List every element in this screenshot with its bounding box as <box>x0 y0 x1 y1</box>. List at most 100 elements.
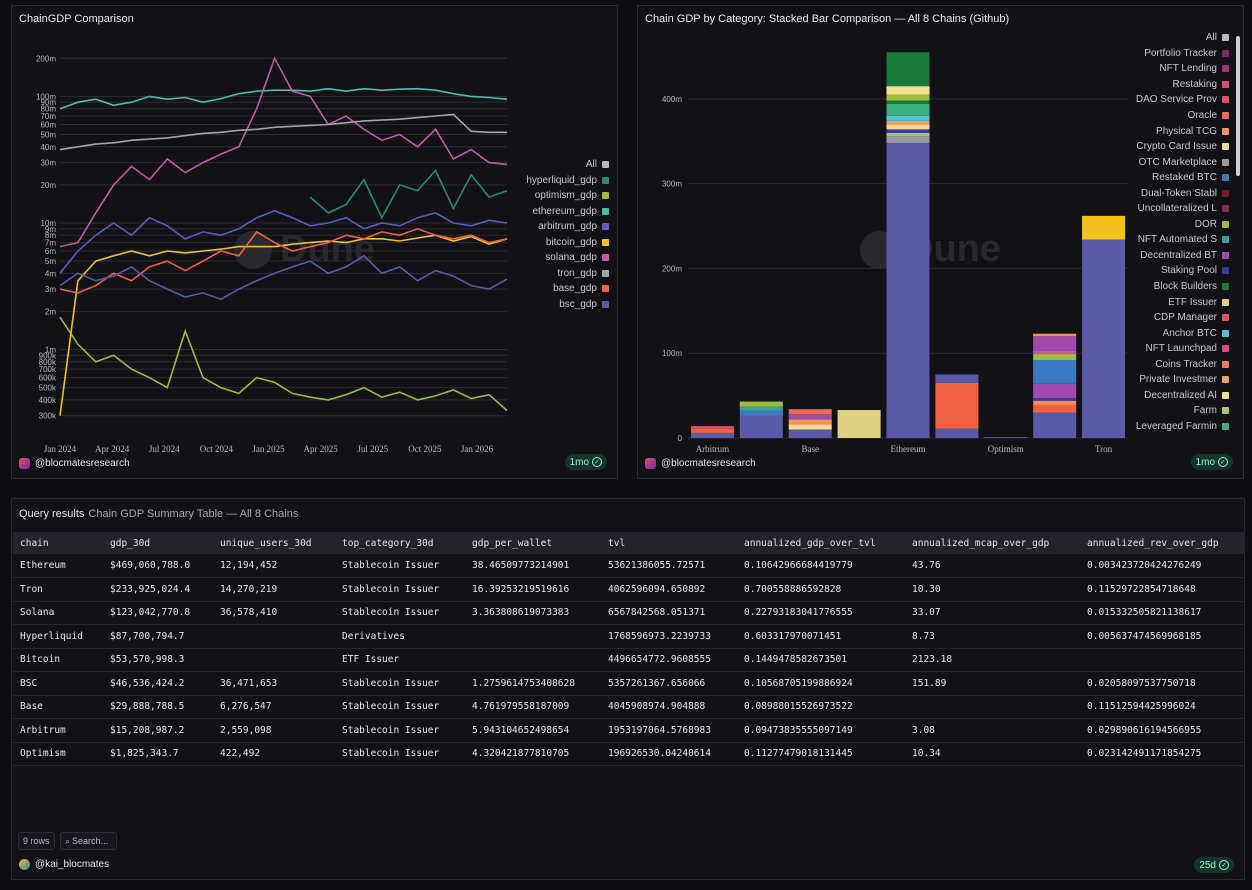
column-header[interactable]: chain <box>13 532 103 554</box>
legend-item[interactable]: Restaked BTC <box>1136 170 1229 186</box>
legend-item[interactable]: Staking Pool <box>1136 263 1229 279</box>
legend-item[interactable]: CDP Manager <box>1136 310 1229 326</box>
freshness-badge[interactable]: 1mo ✓ <box>564 454 607 470</box>
table-cell <box>465 648 601 672</box>
legend-item[interactable]: All <box>1136 30 1229 46</box>
legend-item[interactable]: NFT Lending <box>1136 61 1229 77</box>
legend-item[interactable]: NFT Automated S <box>1136 232 1229 248</box>
legend-item[interactable]: base_gdp <box>526 281 609 297</box>
table-cell: 5357261367.656066 <box>601 671 737 696</box>
table-cell: Stablecoin Issuer <box>335 718 465 743</box>
search-box[interactable]: ⌕ Search... <box>60 832 117 850</box>
legend-item[interactable]: All <box>526 157 609 173</box>
legend-swatch <box>602 254 609 262</box>
legend-item[interactable]: Restaking <box>1136 77 1229 93</box>
legend-swatch <box>1222 360 1229 368</box>
panel-title: ChainGDP Comparison <box>19 13 134 25</box>
freshness-badge[interactable]: 25d ✓ <box>1194 857 1234 873</box>
legend-item[interactable]: OTC Marketplace <box>1136 154 1229 170</box>
legend-item[interactable]: Physical TCG <box>1136 123 1229 139</box>
column-header[interactable]: annualized_mcap_over_gdp <box>905 532 1080 554</box>
author-credit[interactable]: @blocmatesresearch <box>645 458 756 469</box>
legend-swatch <box>1222 329 1229 337</box>
legend-label: CDP Manager <box>1153 312 1217 324</box>
y-tick-label: 300k <box>39 412 57 421</box>
legend-item[interactable]: ethereum_gdp <box>526 204 609 220</box>
table-cell: $15,208,987.2 <box>103 718 213 743</box>
legend-swatch <box>602 285 609 293</box>
legend-item[interactable]: hyperliquid_gdp <box>526 173 609 189</box>
y-tick-label: 800k <box>39 358 57 367</box>
legend-scrollbar[interactable] <box>1236 36 1240 176</box>
bar-segment <box>935 374 979 383</box>
legend-swatch <box>1222 345 1229 353</box>
table-cell <box>1080 648 1245 672</box>
legend-item[interactable]: Decentralized BT <box>1136 248 1229 264</box>
legend-item[interactable]: Uncollateralized L <box>1136 201 1229 217</box>
column-header[interactable]: gdp_per_wallet <box>465 532 601 554</box>
legend-item[interactable]: ETF Issuer <box>1136 294 1229 310</box>
bar-segment <box>935 428 979 438</box>
legend-item[interactable]: bitcoin_gdp <box>526 235 609 251</box>
bar-segment <box>935 382 979 429</box>
table-row[interactable]: Ethereum $469,060,788.0 12,194,452 Stableco… <box>13 554 1245 578</box>
table-row[interactable]: BSC $46,536,424.2 36,471,653 Stablecoin Iss… <box>13 671 1245 696</box>
column-header[interactable]: top_category_30d <box>335 532 465 554</box>
legend-item[interactable]: Oracle <box>1136 108 1229 124</box>
legend-item[interactable]: DOR <box>1136 217 1229 233</box>
y-tick-label: 90m <box>40 98 56 107</box>
author-credit[interactable]: @kai_blocmates <box>19 859 109 870</box>
legend-item[interactable]: Anchor BTC <box>1136 325 1229 341</box>
legend-swatch <box>1222 112 1229 119</box>
table-row[interactable]: Arbitrum $15,208,987.2 2,559,098 Stablecoin… <box>13 718 1245 743</box>
table-row[interactable]: Optimism $1,825,343.7 422,492 Stablecoin Is… <box>13 742 1245 766</box>
legend-item[interactable]: tron_gdp <box>526 266 609 282</box>
stacked-bar-chart: 0 100m 200m 300m 400m Arbitrum Base Ethereum Opt… <box>662 52 1128 454</box>
author-credit[interactable]: @blocmatesresearch <box>19 458 130 469</box>
column-header[interactable]: gdp_30d <box>103 532 213 554</box>
legend-swatch <box>1222 298 1229 306</box>
legend-item[interactable]: optimism_gdp <box>526 188 609 204</box>
legend-label: NFT Lending <box>1159 63 1217 75</box>
table-row[interactable]: Tron $233,925,024.4 14,270,219 Stablecoin I… <box>13 577 1245 602</box>
legend-item[interactable]: arbitrum_gdp <box>526 219 609 235</box>
legend-item[interactable]: Leveraged Farmin <box>1136 419 1229 435</box>
column-header[interactable]: annualized_gdp_over_tvl <box>737 532 905 554</box>
column-header[interactable]: tvl <box>601 532 737 554</box>
legend-item[interactable]: Private Investmer <box>1136 372 1229 388</box>
legend-item[interactable]: DAO Service Prov <box>1136 92 1229 108</box>
legend-item[interactable]: bsc_gdp <box>526 297 609 313</box>
legend-label: Crypto Card Issue <box>1136 141 1217 153</box>
legend-item[interactable]: Dual-Token Stabl <box>1136 185 1229 201</box>
legend-item[interactable]: Coins Tracker <box>1136 356 1229 372</box>
freshness-badge[interactable]: 1mo ✓ <box>1190 454 1233 470</box>
legend-label: OTC Marketplace <box>1138 156 1217 168</box>
table-cell: 0.700558886592828 <box>737 577 905 602</box>
legend-swatch <box>1222 34 1229 42</box>
table-cell: 0.023142491171854275 <box>1080 742 1245 766</box>
table-cell: 53621386055.72571 <box>601 554 737 578</box>
legend-item[interactable]: NFT Launchpad <box>1136 341 1229 357</box>
legend-item[interactable]: Block Builders <box>1136 279 1229 295</box>
avatar <box>645 458 656 469</box>
table-row[interactable]: Hyperliquid $87,700,794.7 Derivatives 17685… <box>13 624 1245 649</box>
legend-item[interactable]: Crypto Card Issue <box>1136 139 1229 155</box>
table-row[interactable]: Solana $123,042,770.8 36,578,410 Stablecoin… <box>13 601 1245 625</box>
column-header[interactable]: unique_users_30d <box>213 532 335 554</box>
legend-swatch <box>1222 407 1229 415</box>
bar-segment <box>739 401 783 407</box>
author-name: @blocmatesresearch <box>661 458 756 469</box>
legend-item[interactable]: Portfolio Tracker <box>1136 46 1229 62</box>
legend-item[interactable]: Decentralized AI <box>1136 388 1229 404</box>
legend-label: Leveraged Farmin <box>1135 420 1217 432</box>
legend-item[interactable]: Farm <box>1136 403 1229 419</box>
table-cell: 0.1449478582673501 <box>737 648 905 672</box>
y-tick-label: 400k <box>39 396 57 405</box>
legend-item[interactable]: solana_gdp <box>526 250 609 266</box>
table-row[interactable]: Bitcoin $53,570,998.3 ETF Issuer 4496654772… <box>13 648 1245 672</box>
table-row[interactable]: Base $29,888,788.5 6,276,547 Stablecoin Iss… <box>13 695 1245 719</box>
table-cell: $469,060,788.0 <box>103 554 213 578</box>
column-header[interactable]: annualized_rev_over_gdp <box>1080 532 1245 554</box>
bar-segment <box>984 437 1028 438</box>
y-tick-label: 80m <box>40 105 56 114</box>
